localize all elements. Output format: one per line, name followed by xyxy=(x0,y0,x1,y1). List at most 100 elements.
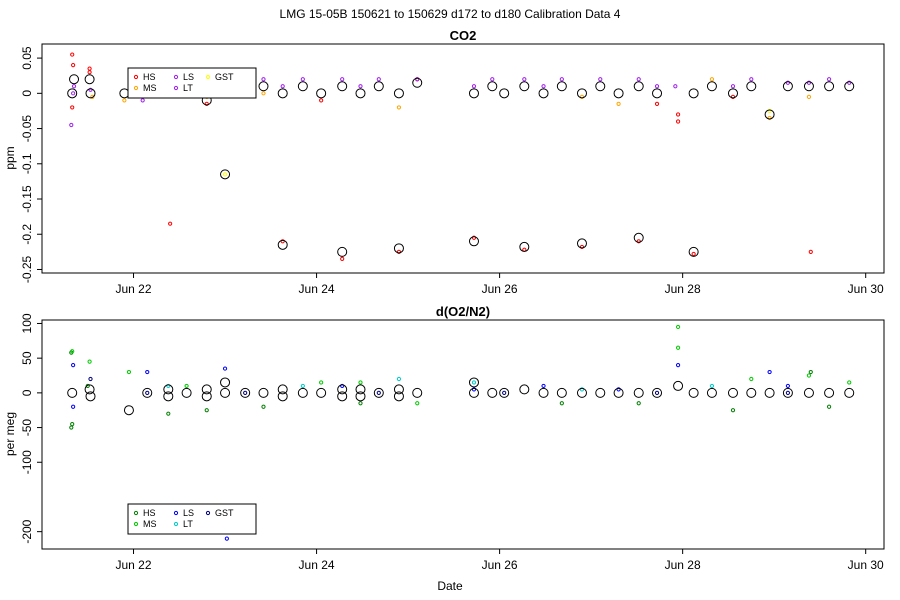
o2n2-mean-marker xyxy=(412,387,423,398)
co2-y-tick-label: -0.15 xyxy=(20,185,34,213)
o2n2-mean-marker xyxy=(337,391,348,402)
co2-point-ls xyxy=(636,77,641,82)
co2-mean-marker xyxy=(652,88,663,99)
co2-mean-marker xyxy=(556,81,567,92)
o2n2-mean-marker xyxy=(764,387,775,398)
co2-mean-marker xyxy=(499,88,510,99)
co2-point-ls xyxy=(415,77,420,82)
co2-point-hs xyxy=(70,105,75,110)
o2n2-y-tick-label: 0 xyxy=(20,389,34,396)
o2n2-mean-marker xyxy=(652,387,663,398)
co2-point-hs xyxy=(71,63,76,68)
co2-mean-marker xyxy=(355,88,366,99)
o2n2-point-gst xyxy=(785,390,791,395)
co2-point-ls xyxy=(847,80,852,85)
co2-x-tick-label: Jun 22 xyxy=(116,282,152,296)
co2-points xyxy=(67,52,855,262)
co2-mean-marker xyxy=(633,81,644,92)
o2n2-point-ls xyxy=(71,404,76,409)
o2n2-legend-label: HS xyxy=(143,508,156,518)
co2-legend-marker xyxy=(173,74,179,80)
o2n2-legend-label: LS xyxy=(183,508,194,518)
o2n2-point-ls xyxy=(767,369,772,375)
co2-y-tick-label: -0.05 xyxy=(20,115,34,143)
co2-mean-marker xyxy=(337,81,348,92)
co2-point-lt xyxy=(471,84,477,89)
o2n2-legend-marker xyxy=(205,510,211,516)
o2n2-point-ls xyxy=(541,383,546,389)
co2-legend-marker xyxy=(173,85,179,91)
o2n2-point-ls xyxy=(785,383,791,389)
o2n2-legend-label: MS xyxy=(143,519,157,529)
co2-mean-marker xyxy=(297,81,308,92)
co2-point-hs xyxy=(636,239,641,244)
co2-legend-label: HS xyxy=(143,72,156,82)
o2n2-mean-marker xyxy=(706,387,717,398)
co2-point-hs xyxy=(808,249,813,254)
co2-point-ls xyxy=(261,77,266,82)
o2n2-point-hs xyxy=(70,421,75,427)
co2-x-tick-label: Jun 30 xyxy=(848,282,884,296)
o2n2-point-lt xyxy=(709,383,715,389)
co2-point-lt xyxy=(280,84,285,89)
o2n2-point-hs xyxy=(358,401,363,406)
o2n2-mean-marker xyxy=(355,391,366,402)
co2-y-tick-label: -0.1 xyxy=(20,153,34,174)
o2n2-point-ms xyxy=(70,349,75,354)
co2-point-ms xyxy=(767,115,772,121)
o2n2-legend-label: LT xyxy=(183,519,193,529)
o2n2-mean-marker xyxy=(85,391,96,402)
o2n2-point-ls xyxy=(224,536,229,541)
o2n2-point-hs xyxy=(826,404,832,409)
o2n2-y-tick-label: -200 xyxy=(20,519,34,543)
co2-point-ls xyxy=(71,91,76,96)
o2n2-point-hs xyxy=(559,401,564,406)
co2-mean-marker xyxy=(706,81,717,92)
co2-mean-marker xyxy=(519,241,530,252)
co2-x-tick-label: Jun 28 xyxy=(665,282,701,296)
o2n2-point-lt xyxy=(396,376,402,382)
co2-point-lt xyxy=(654,84,660,89)
o2n2-point-hs xyxy=(261,404,266,409)
co2-point-ls xyxy=(490,77,495,82)
co2-point-hs xyxy=(319,98,324,103)
o2n2-plot-frame xyxy=(41,319,885,550)
co2-point-ls xyxy=(300,77,305,82)
o2n2-mean-marker xyxy=(844,387,855,398)
o2n2-mean-marker xyxy=(727,387,738,398)
co2-mean-marker xyxy=(468,88,479,99)
co2-y-tick-label: -0.2 xyxy=(20,224,34,245)
o2n2-point-hs xyxy=(204,408,209,413)
o2n2-legend-label: GST xyxy=(215,508,234,518)
o2n2-y-tick-label: 100 xyxy=(20,313,34,333)
co2-legend-marker xyxy=(133,85,139,91)
o2n2-legend-marker xyxy=(133,510,139,516)
o2n2-point-lt xyxy=(166,383,171,389)
o2n2-x-tick-label: Jun 28 xyxy=(665,558,701,572)
o2n2-point-ls xyxy=(616,387,621,392)
co2-point-ms xyxy=(396,105,402,110)
co2-point-gst xyxy=(222,172,228,177)
o2n2-point-ms xyxy=(675,345,681,350)
co2-legend-marker xyxy=(205,74,211,80)
co2-mean-marker xyxy=(824,81,835,92)
o2n2-mean-marker xyxy=(84,384,95,395)
o2n2-point-gst xyxy=(502,390,507,395)
co2-point-ms xyxy=(616,101,621,106)
co2-point-ls xyxy=(598,77,603,82)
co2-mean-marker xyxy=(85,88,96,99)
o2n2-point-ms xyxy=(847,380,852,385)
o2n2-legend-box xyxy=(127,503,257,535)
o2n2-mean-marker xyxy=(67,387,78,398)
co2-mean-marker xyxy=(595,81,606,92)
co2-point-hs xyxy=(70,52,75,57)
co2-point-ls xyxy=(140,98,145,103)
co2-point-ls xyxy=(826,77,832,82)
co2-point-ms xyxy=(261,91,266,96)
o2n2-mean-marker xyxy=(220,387,231,398)
co2-point-lt xyxy=(806,80,812,85)
o2n2-mean-marker xyxy=(487,387,498,398)
o2n2-mean-marker xyxy=(337,384,348,395)
